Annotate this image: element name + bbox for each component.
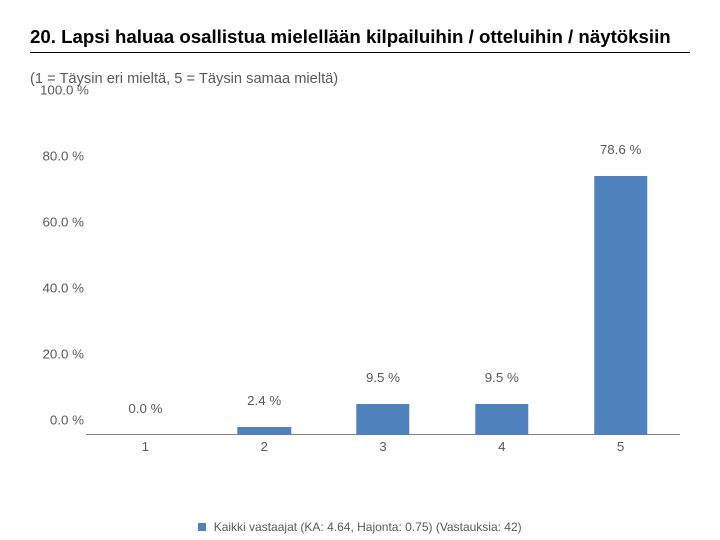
bar-value-label: 9.5 % [485, 370, 519, 387]
bar-slot: 78.6 %5 [561, 105, 680, 435]
x-tick-label: 4 [498, 435, 505, 454]
bar [475, 404, 528, 435]
bar [594, 176, 647, 435]
y-tick-label: 40.0 % [40, 281, 84, 296]
bar-value-label: 78.6 % [600, 142, 642, 159]
chart-subtitle: (1 = Täysin eri mieltä, 5 = Täysin samaa… [30, 71, 690, 87]
x-tick-label: 2 [260, 435, 267, 454]
bar-slot: 0.0 %1 [86, 105, 205, 435]
bar-slot: 9.5 %4 [442, 105, 561, 435]
plot-area: 0.0 %12.4 %29.5 %39.5 %478.6 %5 [86, 105, 680, 435]
y-tick-label: 0.0 % [40, 413, 84, 428]
bar-value-label: 0.0 % [128, 401, 162, 418]
legend-text: Kaikki vastaajat (KA: 4.64, Hajonta: 0.7… [214, 520, 522, 534]
bar [356, 404, 409, 435]
chart-title: 20. Lapsi haluaa osallistua mielellään k… [30, 26, 690, 48]
y-tick-label: 80.0 % [40, 149, 84, 164]
bar-slot: 9.5 %3 [324, 105, 443, 435]
bar-chart: 0.0 %12.4 %29.5 %39.5 %478.6 %5 0.0 %20.… [40, 105, 680, 455]
legend: Kaikki vastaajat (KA: 4.64, Hajonta: 0.7… [0, 519, 720, 534]
page: 20. Lapsi haluaa osallistua mielellään k… [0, 0, 720, 540]
bar-value-label: 9.5 % [366, 370, 400, 387]
x-tick-label: 3 [379, 435, 386, 454]
bar [237, 427, 290, 435]
legend-swatch [198, 523, 206, 531]
bar-value-label: 2.4 % [247, 393, 281, 410]
x-tick-label: 5 [617, 435, 624, 454]
y-tick-label: 100.0 % [40, 83, 84, 98]
bar-slot: 2.4 %2 [205, 105, 324, 435]
y-tick-label: 20.0 % [40, 347, 84, 362]
x-tick-label: 1 [142, 435, 149, 454]
title-container: 20. Lapsi haluaa osallistua mielellään k… [30, 26, 690, 53]
y-tick-label: 60.0 % [40, 215, 84, 230]
